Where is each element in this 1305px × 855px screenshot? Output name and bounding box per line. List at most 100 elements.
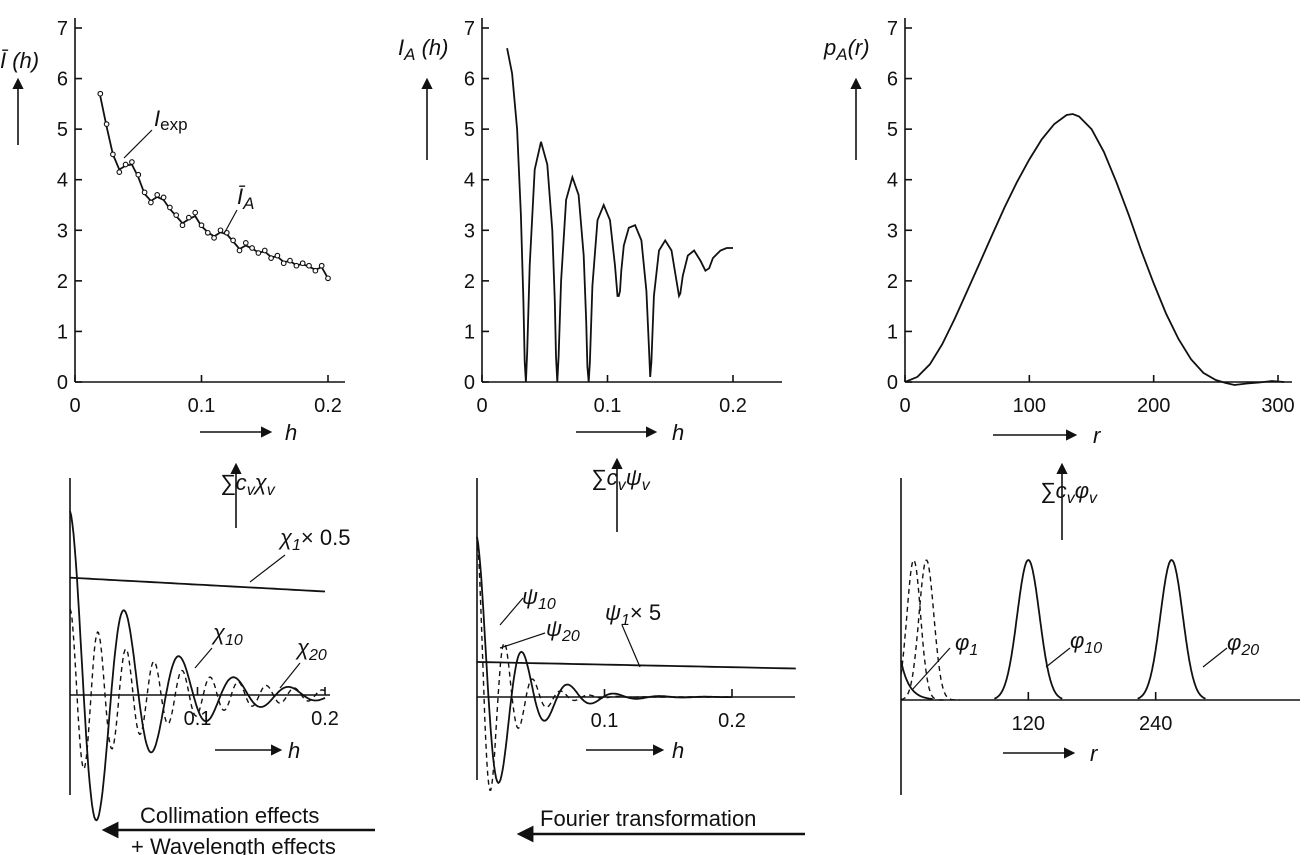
tl-ytick-label-5: 5	[57, 119, 68, 141]
tm-ytick-label-2: 2	[464, 271, 475, 293]
annotation-ia-sub: A	[242, 194, 254, 213]
annotation-chi10-main: χ	[211, 620, 226, 645]
series-psi20-line	[476, 536, 732, 791]
iexp-point-7	[141, 189, 148, 196]
series-chi1-line	[69, 576, 326, 593]
tr-ytick-label-2: 2	[887, 271, 898, 293]
tl-ytick-label-2: 2	[57, 271, 68, 293]
sum-phi-main: ∑c	[1040, 478, 1067, 503]
marks-bl	[69, 510, 326, 822]
ticks-tr: 0 1 2 3 4 5 6 7 0 100 200 300	[887, 18, 1295, 417]
iexp-point-1	[103, 121, 110, 127]
tr-ytick-label-0: 0	[887, 372, 898, 394]
iexp-point-36	[325, 275, 331, 282]
annotation-psi10-main: ψ	[522, 584, 538, 609]
annotation-psi10: ψ10	[522, 584, 556, 613]
tm-ytick-label-6: 6	[464, 69, 475, 91]
sum-chi-sub2: v	[267, 482, 276, 499]
annotation-phi10: φ10	[1070, 628, 1102, 657]
br-xtick-label-0: 120	[1012, 713, 1045, 735]
ticks-br: 120 240	[1012, 692, 1172, 735]
tl-ytick-label-1: 1	[57, 321, 68, 343]
iexp-point-25	[255, 250, 262, 256]
annotation-iexp-sub: exp	[160, 115, 187, 134]
caption-collimation-line1: Collimation effects	[140, 803, 319, 828]
series-psi10-line	[476, 536, 732, 785]
iexp-point-13	[179, 222, 186, 229]
iexp-point-10	[160, 194, 167, 201]
iexp-point-11	[167, 204, 173, 211]
annotation-ia: ĪA	[237, 184, 254, 213]
iexp-point-5	[129, 159, 135, 165]
tr-ytick-label-7: 7	[887, 18, 898, 40]
annotation-chi20-sub: 20	[308, 647, 327, 664]
iexp-point-21	[230, 237, 236, 244]
sum-phi-group: ∑cvφv	[1040, 462, 1098, 540]
tr-xtick-label-0: 0	[899, 395, 910, 417]
y-axis-label-tr: pA(r)	[823, 35, 870, 64]
iexp-point-30	[287, 257, 293, 264]
annotation-chi20-main: χ	[295, 635, 310, 660]
annotation-phi10-sub: 10	[1084, 640, 1102, 657]
sum-psi-group: ∑cvψv	[591, 457, 651, 532]
series-pa-line	[904, 113, 1285, 386]
tl-ytick-label-4: 4	[57, 170, 68, 192]
annotation-psi20-sub: 20	[561, 628, 580, 645]
series-phi20-line	[1137, 559, 1206, 700]
leader-chi10	[194, 647, 213, 669]
tl-ytick-label-6: 6	[57, 69, 68, 91]
tm-ytick-label-5: 5	[464, 119, 475, 141]
tr-xtick-label-2: 200	[1137, 395, 1170, 417]
sum-chi-main: ∑c	[220, 470, 247, 495]
leader-phi20	[1202, 647, 1228, 668]
iexp-point-9	[154, 192, 161, 198]
y-axis-label-text: Ī (h)	[0, 48, 39, 73]
panel-top-right: 0 1 2 3 4 5 6 7 0 100 200 300 pA(r) r	[823, 18, 1295, 448]
iexp-point-31	[293, 262, 300, 269]
annotation-psi1-sub: 1	[621, 612, 630, 629]
caption-fourier: Fourier transformation	[516, 806, 805, 843]
marks-tm	[506, 48, 733, 383]
iexp-point-16	[198, 222, 205, 229]
annotation-psi20: ψ20	[546, 616, 580, 645]
iexp-point-17	[204, 229, 211, 236]
tl-ytick-label-7: 7	[57, 18, 68, 40]
marks-tr	[904, 113, 1285, 386]
sum-psi-sub1: v	[618, 477, 627, 494]
annotation-psi10-sub: 10	[538, 596, 556, 613]
sum-phi-sub1: v	[1067, 490, 1076, 507]
tl-xtick-label-1: 0.1	[188, 395, 216, 417]
annotation-ia-main: Ī	[237, 184, 246, 209]
annotation-iexp-main: I	[154, 106, 160, 131]
leader-psi10	[499, 597, 524, 626]
tr-xtick-label-3: 300	[1261, 395, 1294, 417]
leader-ia	[224, 209, 238, 233]
annotation-iexp: Iexp	[154, 106, 188, 134]
tl-ytick-label-0: 0	[57, 372, 68, 394]
iexp-point-32	[299, 260, 306, 267]
annotation-phi20: φ20	[1227, 630, 1259, 659]
iexp-point-28	[274, 252, 281, 259]
annotation-phi20-sub: 20	[1240, 642, 1259, 659]
sum-phi-sym: φ	[1075, 478, 1089, 503]
iexp-point-24	[249, 245, 255, 251]
annotation-phi10-main: φ	[1070, 628, 1084, 653]
tm-ytick-label-7: 7	[464, 18, 475, 40]
tl-ytick-label-3: 3	[57, 220, 68, 242]
series-phi1-line	[900, 660, 933, 700]
sum-phi-sub2: v	[1089, 490, 1098, 507]
panel-top-left: 0 1 2 3 4 5 6 7 0 0.1 0.2 Ī (h) h Iexp ĪA	[0, 18, 345, 445]
sum-psi-sym: ψ	[626, 465, 642, 490]
series-phi-small1-line	[900, 559, 944, 701]
ticks-tm: 0 1 2 3 4 5 6 7 0 0.1 0.2	[464, 18, 747, 417]
annotation-phi1-main: φ	[955, 630, 969, 655]
sum-chi-label: ∑cvχv	[220, 470, 276, 499]
annotation-psi20-main: ψ	[546, 616, 562, 641]
sum-chi-group: ∑cvχv	[220, 462, 276, 528]
marks-tl	[97, 90, 331, 282]
sum-psi-sub2: v	[642, 477, 651, 494]
tr-ytick-label-3: 3	[887, 220, 898, 242]
panel-top-middle: 0 1 2 3 4 5 6 7 0 0.1 0.2 IA (h) h	[398, 18, 782, 445]
iexp-point-22	[236, 247, 243, 254]
